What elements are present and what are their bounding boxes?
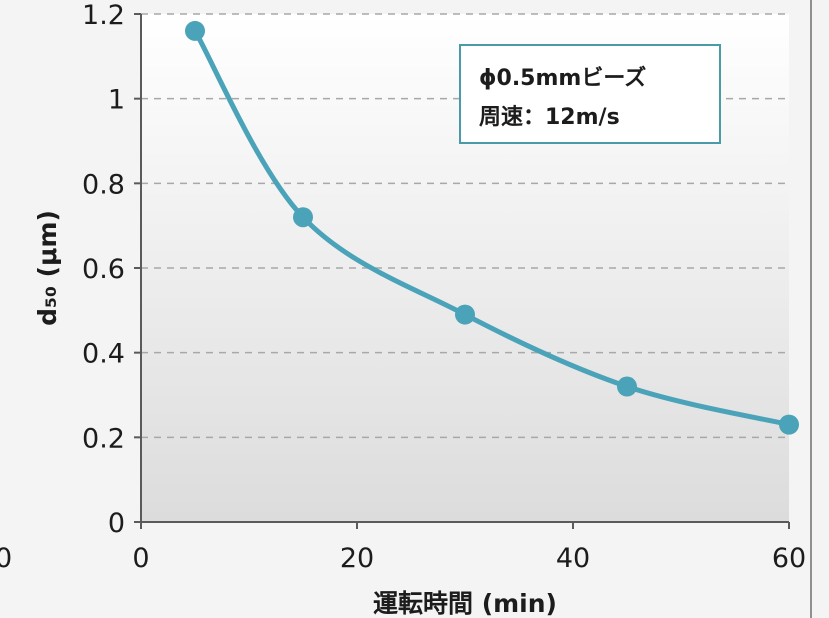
y-axis-title: d₅₀ (μm) [33,210,62,326]
cropped-left-tick-label: 0 [0,543,12,574]
y-tick-label: 0.8 [82,169,125,200]
data-point [293,207,313,228]
axis-layer [134,13,790,529]
annotation-line-peripheral-speed: 周速：12m/s [479,104,620,130]
x-tick-label: 0 [132,543,149,574]
series-layer [185,20,799,435]
data-point [779,414,799,435]
data-point [455,304,475,325]
x-tick-label: 20 [340,543,374,574]
y-tick-label: 0.6 [82,254,125,285]
tick-layer: 0 0.2 0.4 0.6 0.8 1 1.2 0 20 40 60 [82,0,806,574]
annotation-frame [459,44,721,144]
x-axis-title: 運転時間 (min) [373,589,557,618]
annotation-line-bead-size: ϕ0.5mmビーズ [479,65,646,91]
x-tick-label: 40 [556,543,590,574]
data-point [185,20,205,41]
y-tick-label: 0.4 [82,339,125,370]
y-tick-label: 1.2 [82,0,125,31]
y-tick-label: 1 [108,85,125,116]
annotation-box: ϕ0.5mmビーズ 周速：12m/s [459,44,721,144]
x-tick-label: 60 [772,543,806,574]
data-point [617,376,637,397]
y-tick-label: 0.2 [82,423,125,454]
y-tick-label: 0 [108,508,125,539]
grid-layer [141,13,789,439]
